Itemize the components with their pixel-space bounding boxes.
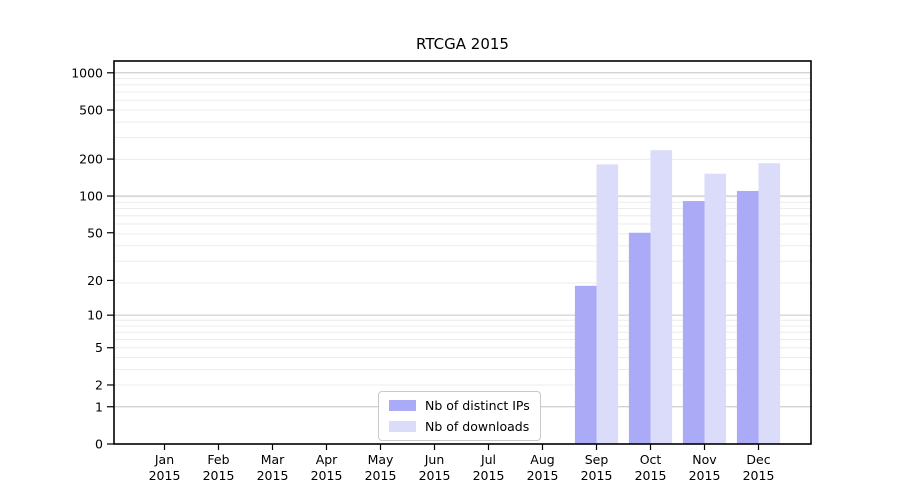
x-tick-label-year: 2015: [527, 468, 559, 483]
bar-nov-distinct-ips: [682, 201, 705, 444]
x-tick-label-year: 2015: [257, 468, 289, 483]
legend-item-downloads: Nb of downloads: [389, 419, 530, 434]
x-tick-label-month: Oct: [640, 452, 662, 467]
y-tick-label: 1: [95, 399, 103, 414]
y-tick-label: 10: [87, 308, 103, 323]
x-tick-label-year: 2015: [149, 468, 181, 483]
x-tick-label-month: Dec: [746, 452, 770, 467]
y-tick-label: 1000: [71, 65, 103, 80]
legend-label-distinct-ips: Nb of distinct IPs: [425, 398, 530, 413]
bar-nov-downloads: [704, 173, 727, 444]
legend: Nb of distinct IPs Nb of downloads: [378, 391, 541, 441]
x-tick-label-year: 2015: [689, 468, 721, 483]
legend-swatch-distinct-ips: [389, 400, 416, 411]
x-tick-label-year: 2015: [365, 468, 397, 483]
axes-box: [113, 60, 812, 445]
x-tick-label-month: Jul: [480, 452, 496, 467]
x-tick-label-month: Aug: [530, 452, 554, 467]
x-tick-label-year: 2015: [311, 468, 343, 483]
y-tick-label: 100: [79, 189, 103, 204]
y-tick-label: 500: [79, 102, 103, 117]
x-tick-label-year: 2015: [743, 468, 775, 483]
legend-item-distinct-ips: Nb of distinct IPs: [389, 398, 530, 413]
y-tick-label: 2: [95, 377, 103, 392]
x-tick-label-month: Jun: [424, 452, 445, 467]
x-tick-label-year: 2015: [635, 468, 667, 483]
y-tick-label: 20: [87, 273, 103, 288]
legend-label-downloads: Nb of downloads: [425, 419, 530, 434]
chart-title: RTCGA 2015: [416, 35, 509, 53]
bar-oct-distinct-ips: [628, 232, 651, 444]
x-tick-label-month: Sep: [585, 452, 609, 467]
legend-swatch-downloads: [389, 421, 416, 432]
x-tick-label-month: Nov: [692, 452, 717, 467]
x-tick-label-year: 2015: [203, 468, 235, 483]
x-tick-label-year: 2015: [419, 468, 451, 483]
bar-dec-distinct-ips: [736, 190, 759, 444]
x-tick-label-month: Apr: [316, 452, 338, 467]
y-tick-label: 200: [79, 152, 103, 167]
bar-sep-downloads: [596, 164, 619, 445]
y-tick-label: 50: [87, 225, 103, 240]
x-tick-label-month: Mar: [261, 452, 285, 467]
x-tick-label-month: May: [368, 452, 394, 467]
x-tick-label-year: 2015: [473, 468, 505, 483]
x-tick-label-month: Jan: [154, 452, 174, 467]
y-tick-label: 0: [95, 437, 103, 452]
bar-dec-downloads: [758, 163, 781, 444]
y-tick-label: 5: [95, 340, 103, 355]
bar-oct-downloads: [650, 150, 673, 445]
x-tick-label-year: 2015: [581, 468, 613, 483]
bar-sep-distinct-ips: [574, 285, 597, 444]
x-tick-label-month: Feb: [207, 452, 229, 467]
